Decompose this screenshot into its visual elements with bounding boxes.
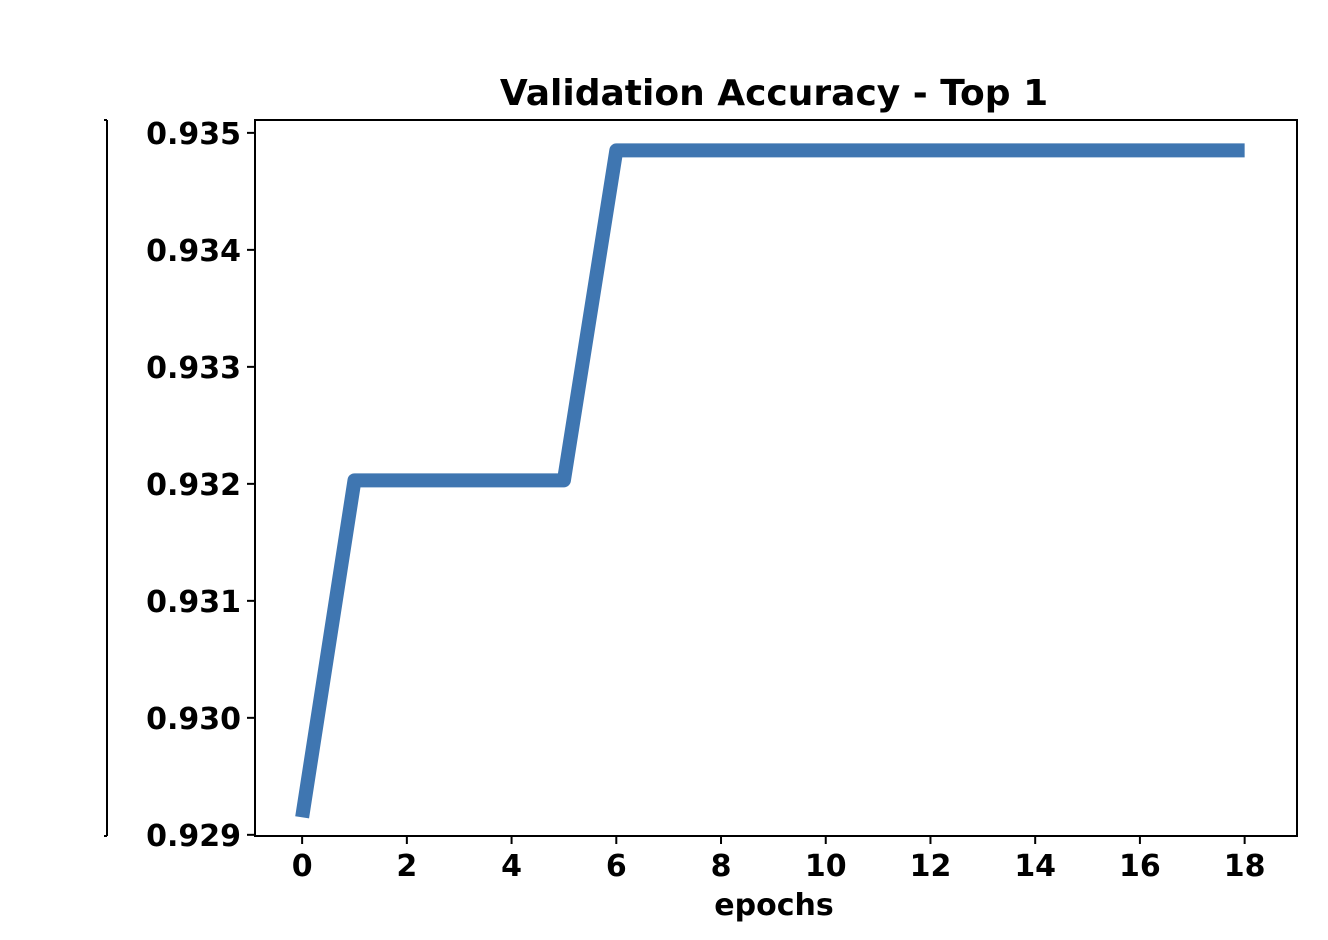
y-tick-label: 0.930 xyxy=(146,702,241,737)
x-tick-label: 2 xyxy=(396,849,417,884)
x-axis: 0 2 4 6 8 10 12 14 16 18 xyxy=(292,836,1266,884)
y-tick-label: 0.932 xyxy=(146,468,241,503)
x-tick-label: 18 xyxy=(1224,849,1266,884)
x-tick-label: 4 xyxy=(501,849,522,884)
x-tick-label: 12 xyxy=(910,849,952,884)
x-tick-label: 16 xyxy=(1119,849,1161,884)
y-tick-label: 0.933 xyxy=(146,351,241,386)
y-tick-label: 0.931 xyxy=(146,585,241,620)
x-tick-label: 14 xyxy=(1014,849,1056,884)
series-line xyxy=(295,143,1245,819)
x-tick-label: 10 xyxy=(805,849,847,884)
plot-frame xyxy=(254,119,1298,837)
y-tick-label: 0.935 xyxy=(146,117,241,152)
y-tick-label: 0.934 xyxy=(146,234,241,269)
x-axis-label: epochs xyxy=(714,888,833,923)
chart-title: Validation Accuracy - Top 1 xyxy=(500,73,1048,114)
y-tick-label: 0.929 xyxy=(146,819,241,854)
x-tick-label: 6 xyxy=(606,849,627,884)
x-tick-label: 0 xyxy=(292,849,313,884)
y-axis: 0.929 0.930 0.931 0.932 0.933 0.934 0.935 xyxy=(146,117,255,854)
x-tick-label: 8 xyxy=(711,849,732,884)
series-layer xyxy=(295,143,1245,819)
